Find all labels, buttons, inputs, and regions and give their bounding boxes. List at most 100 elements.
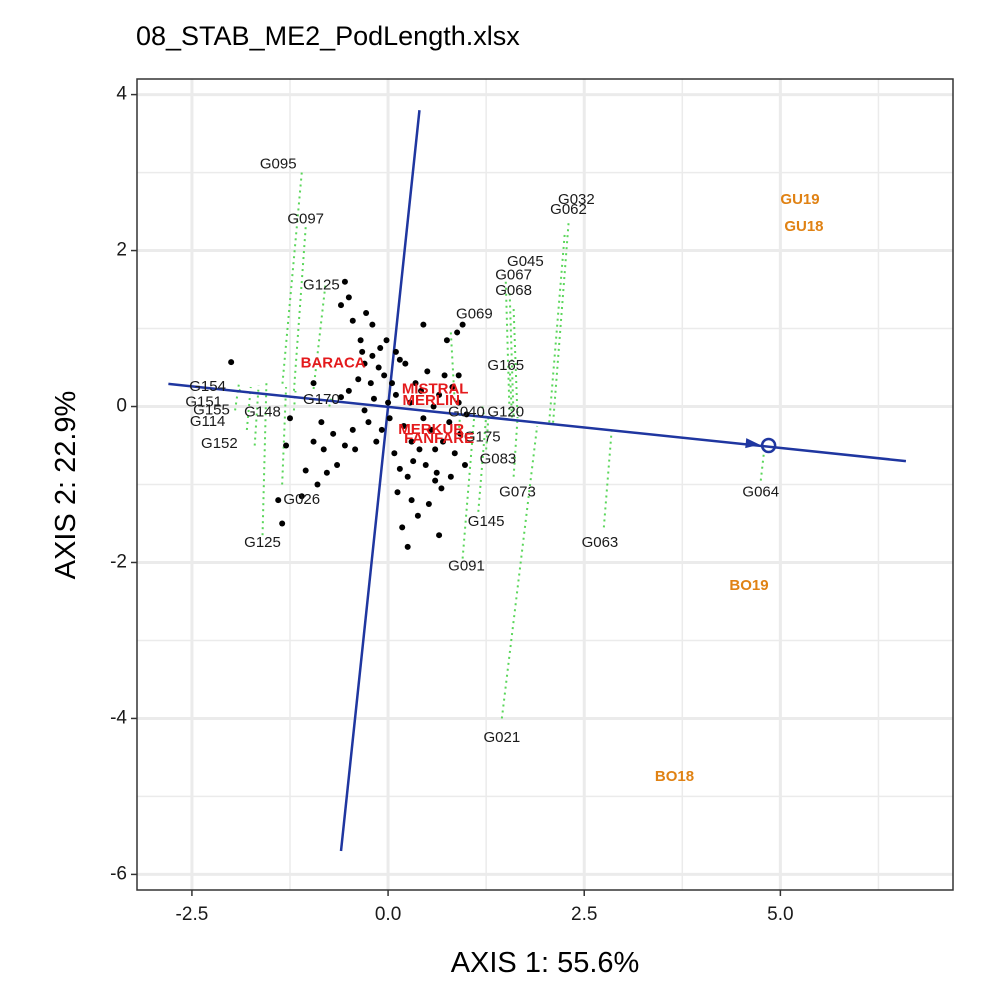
genotype-point xyxy=(404,473,411,480)
genotype-point xyxy=(355,376,362,383)
genotype-point xyxy=(357,337,364,344)
genotype-point xyxy=(396,356,403,363)
entry-label: MERLIN xyxy=(402,392,460,409)
environment-label: GU18 xyxy=(784,218,823,235)
genotype-label: G165 xyxy=(487,357,524,374)
genotype-label: G067 xyxy=(495,266,532,283)
genotype-point xyxy=(392,348,399,355)
genotype-label: G114 xyxy=(190,413,226,430)
genotype-point xyxy=(287,415,293,422)
genotype-label: G154 xyxy=(189,378,226,395)
y-axis-title: AXIS 2: 22.9% xyxy=(50,391,82,580)
projection-line xyxy=(477,415,488,512)
genotype-label: G097 xyxy=(287,210,324,227)
projection-line xyxy=(245,386,252,431)
genotype-point xyxy=(394,489,401,496)
x-tick-label: 2.5 xyxy=(571,904,597,925)
genotype-point xyxy=(449,384,456,391)
genotype-point xyxy=(446,419,453,426)
genotype-point xyxy=(432,477,439,484)
genotype-point xyxy=(396,465,403,472)
projection-line xyxy=(253,385,260,446)
genotype-label: G120 xyxy=(487,404,524,421)
genotype-point xyxy=(338,302,344,309)
genotype-point xyxy=(279,520,286,527)
average-environment-ordinate xyxy=(339,110,421,852)
x-tick-label: -2.5 xyxy=(176,904,209,925)
projection-line xyxy=(500,425,539,719)
x-tick-label: 5.0 xyxy=(767,904,793,925)
genotype-point xyxy=(433,469,440,476)
genotype-point xyxy=(420,415,427,422)
genotype-point xyxy=(454,329,461,336)
genotype-point xyxy=(455,399,462,406)
y-tick-label: 4 xyxy=(116,84,127,105)
genotype-label: G026 xyxy=(283,491,320,508)
projection-line xyxy=(261,381,268,536)
projection-line xyxy=(281,386,288,485)
projection-line xyxy=(508,367,514,419)
genotype-point xyxy=(391,450,398,457)
genotype-label: G032 xyxy=(558,191,595,208)
genotype-point xyxy=(430,403,437,410)
genotype-point xyxy=(389,380,395,387)
genotype-label: G045 xyxy=(507,253,544,270)
genotype-point xyxy=(425,500,432,507)
genotype-label: G170 xyxy=(303,391,340,408)
genotype-point xyxy=(418,387,425,394)
average-environment-abscissa xyxy=(168,382,907,463)
entry-label: BARACA xyxy=(301,355,366,372)
genotype-point xyxy=(323,469,330,476)
genotype-point xyxy=(365,419,372,426)
genotype-points xyxy=(228,278,470,550)
genotype-point xyxy=(447,473,454,480)
average-environment-marker xyxy=(760,437,777,454)
projection-line xyxy=(461,414,476,559)
genotype-point xyxy=(422,462,429,469)
entry-label: MISTRAL xyxy=(402,380,469,397)
y-tick-label: -2 xyxy=(110,551,127,572)
genotype-label: G021 xyxy=(483,729,520,746)
genotype-point xyxy=(375,364,382,371)
genotype-point xyxy=(412,380,419,387)
genotype-label: G148 xyxy=(244,404,281,421)
genotype-point xyxy=(424,368,431,375)
genotype-point xyxy=(298,493,305,500)
genotype-point xyxy=(420,321,427,328)
genotype-point xyxy=(402,360,409,367)
genotype-point xyxy=(408,497,415,504)
genotype-label: G068 xyxy=(495,282,532,299)
environment-label: BO18 xyxy=(655,768,694,785)
genotype-point xyxy=(457,430,464,437)
genotype-point xyxy=(436,532,443,539)
y-tick-label: 2 xyxy=(116,240,127,261)
genotype-label: G151 xyxy=(185,394,222,411)
x-tick-label: 0.0 xyxy=(375,904,401,925)
genotype-label: G040 xyxy=(448,404,485,421)
projection-line xyxy=(551,223,570,427)
genotype-point xyxy=(228,359,235,366)
average-environment-axes xyxy=(168,110,907,852)
genotype-point xyxy=(361,407,368,414)
genotype-point xyxy=(440,438,446,445)
genotype-label: G125 xyxy=(303,277,340,294)
environment-label: BO19 xyxy=(729,577,768,594)
genotype-label: G095 xyxy=(260,156,297,173)
genotype-label: G145 xyxy=(468,513,505,530)
projection-line xyxy=(512,418,519,477)
y-tick-label: -6 xyxy=(110,863,127,884)
genotype-point xyxy=(318,419,325,426)
genotype-point xyxy=(385,399,392,406)
genotype-point xyxy=(283,442,290,449)
genotype-point xyxy=(436,391,443,398)
genotype-label: G064 xyxy=(742,483,779,500)
genotype-point xyxy=(370,395,377,402)
projection-line xyxy=(328,396,333,407)
genotype-point xyxy=(361,360,368,367)
genotype-point xyxy=(302,467,309,474)
genotype-point xyxy=(275,497,282,504)
genotype-point xyxy=(363,309,370,316)
genotype-point xyxy=(408,438,415,445)
genotype-point xyxy=(345,387,352,394)
